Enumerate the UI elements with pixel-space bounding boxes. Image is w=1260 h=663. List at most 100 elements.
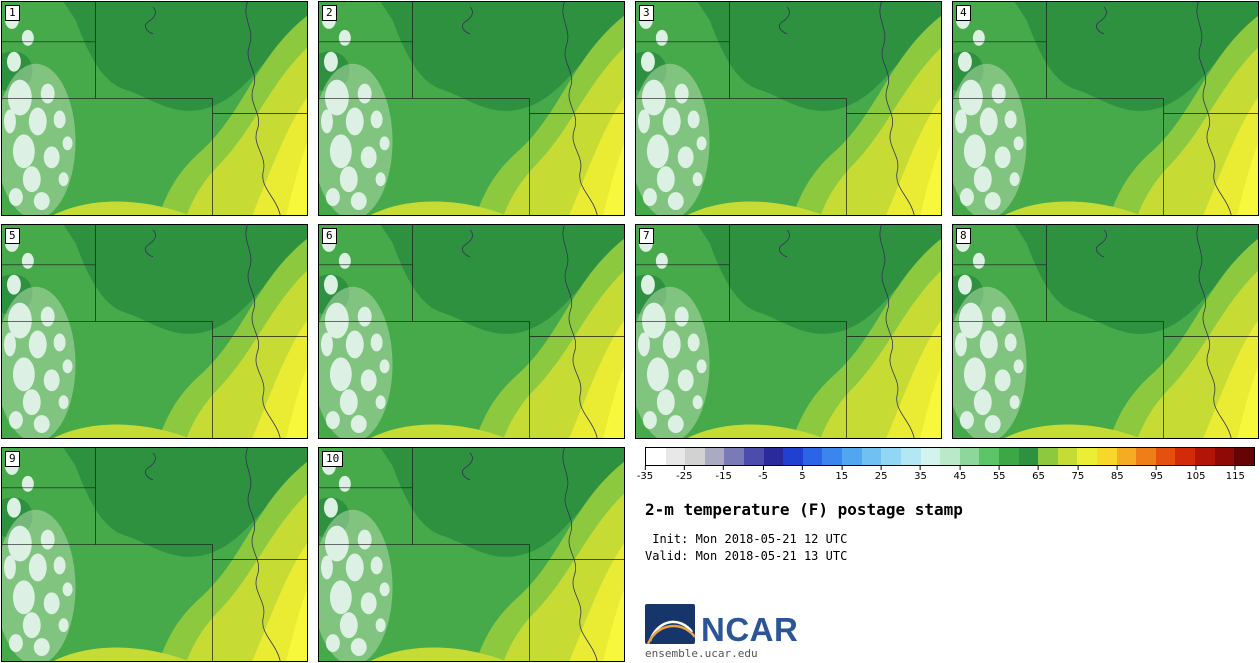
colorbar-segment (665, 448, 686, 465)
river-squiggle (462, 452, 473, 481)
missouri-river-line (562, 448, 598, 661)
colorbar-segment (1057, 448, 1078, 465)
colorbar-segment (881, 448, 901, 465)
warm-green-region (63, 225, 307, 334)
colorbar-block: -35 -25 -15 -5 5 15 25 35 45 55 65 75 85 95 105 115 (637, 447, 1255, 486)
colorbar-tick: 5 (799, 466, 806, 482)
colorbar-segment (900, 448, 921, 465)
colorbar-tick: 65 (1032, 466, 1045, 482)
ensemble-member-panel[interactable]: 6 (318, 224, 625, 439)
colorbar-segment (704, 448, 725, 465)
warm-green-region (63, 2, 307, 111)
temperature-map (636, 225, 941, 438)
ensemble-member-panel[interactable]: 2 (318, 1, 625, 216)
ensemble-member-panel[interactable]: 9 (1, 447, 308, 662)
south-yellow-green-patch (687, 201, 823, 215)
panel-number: 9 (5, 451, 20, 467)
ensemble-member-panel[interactable]: 1 (1, 1, 308, 216)
missouri-river-line (245, 448, 281, 661)
bright-yellow-band (1237, 366, 1258, 438)
river-squiggle (145, 452, 156, 481)
missouri-river-line (879, 2, 915, 215)
temperature-map (319, 2, 624, 215)
init-time: Init: Mon 2018-05-21 12 UTC (645, 532, 848, 546)
south-yellow-green-patch (1004, 424, 1140, 438)
valid-time: Valid: Mon 2018-05-21 13 UTC (645, 549, 848, 564)
panel-number: 10 (322, 451, 344, 467)
bright-yellow-band (286, 143, 307, 215)
ncar-logo: NCAR (645, 604, 1255, 648)
river-squiggle (462, 229, 473, 258)
state-borders (636, 2, 941, 215)
colorbar-segment (1038, 448, 1058, 465)
warm-green-region (380, 448, 624, 557)
colorbar-segment (1155, 448, 1176, 465)
south-yellow-green-patch (1004, 201, 1140, 215)
state-borders (319, 225, 624, 438)
state-borders (2, 2, 307, 215)
panel-number: 1 (5, 5, 20, 21)
colorbar-segment (1214, 448, 1235, 465)
temperature-map (319, 225, 624, 438)
colorbar-segment (959, 448, 980, 465)
ensemble-member-panel[interactable]: 5 (1, 224, 308, 439)
missouri-river-line (562, 225, 598, 438)
colorbar-segment (842, 448, 862, 465)
colorbar-segment (1175, 448, 1196, 465)
colorbar-tick: 45 (953, 466, 966, 482)
colorbar-segment (822, 448, 843, 465)
river-squiggle (1096, 229, 1107, 258)
state-borders (2, 225, 307, 438)
state-borders (953, 225, 1258, 438)
colorbar-segment (724, 448, 745, 465)
river-squiggle (145, 6, 156, 35)
ensemble-member-panel[interactable]: 10 (318, 447, 625, 662)
bright-yellow-band (920, 366, 941, 438)
ensemble-member-panel[interactable]: 3 (635, 1, 942, 216)
colorbar-segment (744, 448, 764, 465)
colorbar-tick: 35 (914, 466, 927, 482)
panel-number: 6 (322, 228, 337, 244)
missouri-river-line (1196, 225, 1232, 438)
colorbar-segment (1116, 448, 1137, 465)
yellow-band (252, 543, 307, 661)
bright-yellow-band (920, 143, 941, 215)
colorbar-tick-labels: -35 -25 -15 -5 5 15 25 35 45 55 65 75 85 95 105 115 (637, 466, 1255, 486)
warm-green-region (1014, 225, 1258, 334)
colorbar-segment (979, 448, 999, 465)
mountain-speckles (954, 233, 1024, 434)
temperature-map (319, 448, 624, 661)
colorbar-tick: 75 (1072, 466, 1084, 482)
colorbar-tick: 15 (835, 466, 848, 482)
colorbar-tick: -15 (716, 466, 732, 482)
bright-yellow-band (286, 589, 307, 661)
panel-number: 8 (956, 228, 971, 244)
colorbar-segment (1018, 448, 1039, 465)
missouri-river-line (562, 2, 598, 215)
yellow-band (1203, 97, 1258, 215)
colorbar-segment (646, 448, 666, 465)
temperature-map (2, 2, 307, 215)
warm-green-region (380, 225, 624, 334)
colorbar-tick: -35 (637, 466, 653, 482)
missouri-river-line (245, 2, 281, 215)
warm-green-region (380, 2, 624, 111)
yellow-band (886, 320, 941, 438)
south-yellow-green-patch (370, 424, 506, 438)
colorbar-segment (802, 448, 823, 465)
ncar-wordmark: NCAR (701, 610, 799, 648)
colorbar-tick: 95 (1150, 466, 1163, 482)
temperature-map (636, 2, 941, 215)
colorbar-segment (685, 448, 705, 465)
south-yellow-green-patch (370, 201, 506, 215)
temperature-map (2, 448, 307, 661)
ensemble-member-panel[interactable]: 4 (952, 1, 1259, 216)
south-yellow-green-patch (53, 647, 189, 661)
ensemble-member-panel[interactable]: 8 (952, 224, 1259, 439)
ensemble-member-panel[interactable]: 7 (635, 224, 942, 439)
river-squiggle (779, 6, 790, 35)
state-borders (953, 2, 1258, 215)
missouri-river-line (879, 225, 915, 438)
yellow-band (569, 543, 624, 661)
panel-number: 5 (5, 228, 20, 244)
